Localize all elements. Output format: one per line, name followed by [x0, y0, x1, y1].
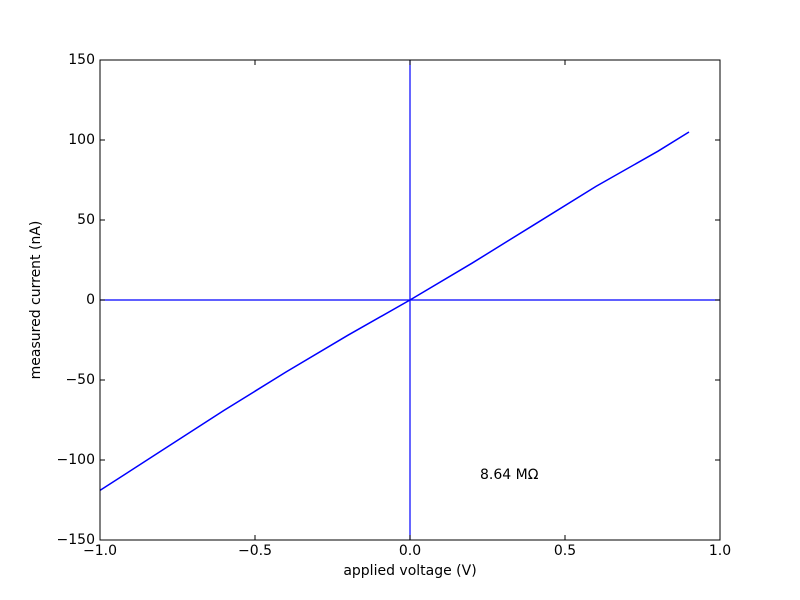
x-tick-label: 0.5	[554, 543, 576, 559]
y-tick-label: −150	[57, 532, 95, 548]
x-tick-label: −0.5	[238, 543, 272, 559]
y-tick-label: −100	[57, 452, 95, 468]
y-axis-label: measured current (nA)	[28, 221, 44, 380]
x-tick-label: 0.0	[399, 543, 421, 559]
x-axis-label: applied voltage (V)	[343, 563, 476, 579]
y-tick-label: −50	[65, 372, 95, 388]
y-tick-label: 100	[68, 132, 95, 148]
x-tick-label: 1.0	[709, 543, 731, 559]
x-tick-label: −1.0	[83, 543, 117, 559]
y-tick-label: 50	[77, 212, 95, 228]
annotation: 8.64 MΩ	[480, 467, 539, 483]
y-tick-label: 0	[86, 292, 95, 308]
data-line	[99, 131, 690, 492]
y-tick-label: 150	[68, 52, 95, 68]
